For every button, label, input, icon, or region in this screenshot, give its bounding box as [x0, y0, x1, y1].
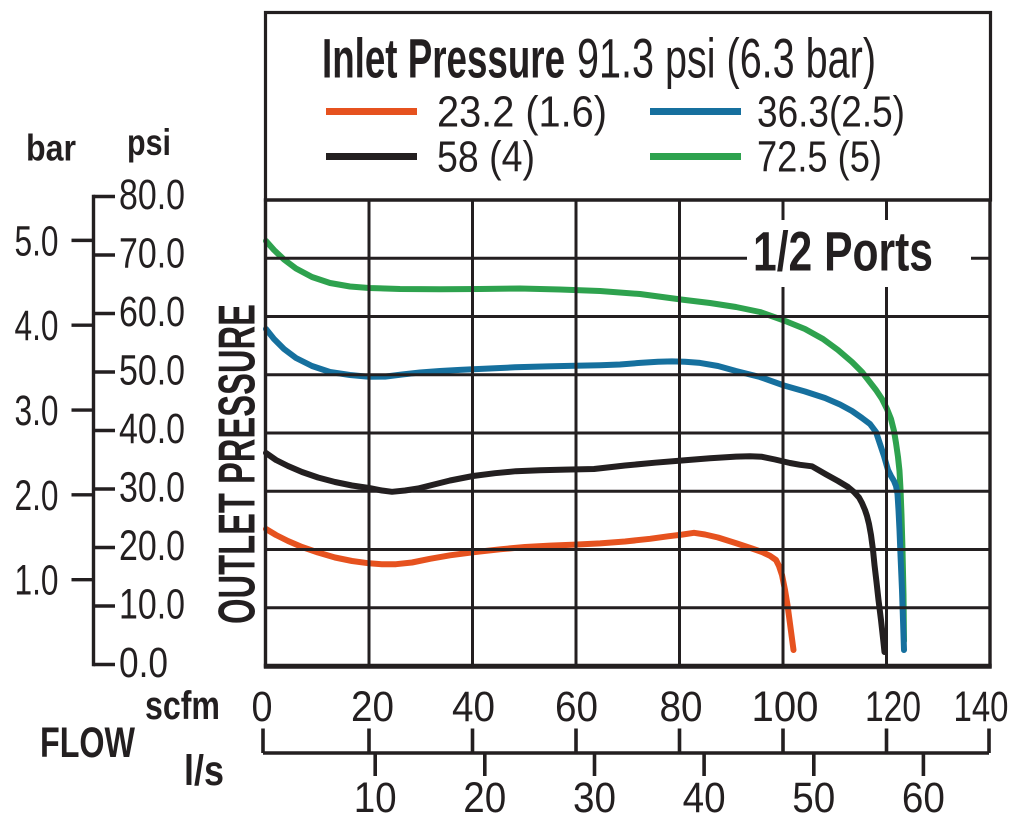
svg-text:60: 60	[902, 774, 945, 822]
svg-text:40: 40	[683, 774, 726, 822]
svg-text:80: 80	[660, 683, 703, 731]
svg-text:0.0: 0.0	[119, 639, 168, 687]
svg-text:50.0: 50.0	[119, 347, 185, 395]
svg-text:bar: bar	[26, 128, 76, 169]
svg-text:10: 10	[354, 774, 397, 822]
svg-text:scfm: scfm	[145, 684, 220, 728]
svg-text:30: 30	[573, 774, 616, 822]
svg-text:60: 60	[555, 683, 598, 731]
svg-text:40: 40	[452, 683, 495, 731]
svg-text:5.0: 5.0	[15, 217, 59, 265]
svg-text:20: 20	[351, 683, 394, 731]
svg-text:70.0: 70.0	[119, 230, 185, 278]
svg-text:l/s: l/s	[184, 747, 224, 795]
svg-text:Inlet Pressure: Inlet Pressure	[322, 27, 565, 90]
svg-text:3.0: 3.0	[15, 387, 59, 435]
svg-text:58 (4): 58 (4)	[437, 133, 535, 182]
svg-text:20.0: 20.0	[119, 522, 185, 570]
svg-text:100: 100	[752, 683, 819, 731]
svg-text:50: 50	[792, 774, 835, 822]
svg-text:120: 120	[865, 683, 921, 731]
svg-text:0: 0	[252, 683, 273, 731]
svg-text:40.0: 40.0	[119, 405, 185, 453]
svg-text:91.3 psi (6.3 bar): 91.3 psi (6.3 bar)	[577, 27, 876, 90]
svg-text:FLOW: FLOW	[40, 719, 135, 767]
svg-text:1/2 Ports: 1/2 Ports	[753, 220, 933, 283]
svg-text:4.0: 4.0	[15, 302, 59, 350]
svg-text:20: 20	[463, 774, 506, 822]
svg-text:72.5 (5): 72.5 (5)	[757, 133, 882, 182]
svg-text:10.0: 10.0	[119, 581, 185, 629]
svg-text:2.0: 2.0	[15, 472, 59, 520]
svg-text:30.0: 30.0	[119, 464, 185, 512]
svg-text:80.0: 80.0	[119, 171, 185, 219]
svg-text:OUTLET PRESSURE: OUTLET PRESSURE	[209, 304, 267, 624]
svg-text:psi: psi	[127, 122, 171, 163]
svg-text:36.3(2.5): 36.3(2.5)	[757, 88, 905, 137]
svg-text:140: 140	[954, 683, 1009, 731]
svg-text:60.0: 60.0	[119, 288, 185, 336]
svg-text:1.0: 1.0	[15, 557, 59, 605]
svg-text:23.2 (1.6): 23.2 (1.6)	[437, 88, 607, 137]
